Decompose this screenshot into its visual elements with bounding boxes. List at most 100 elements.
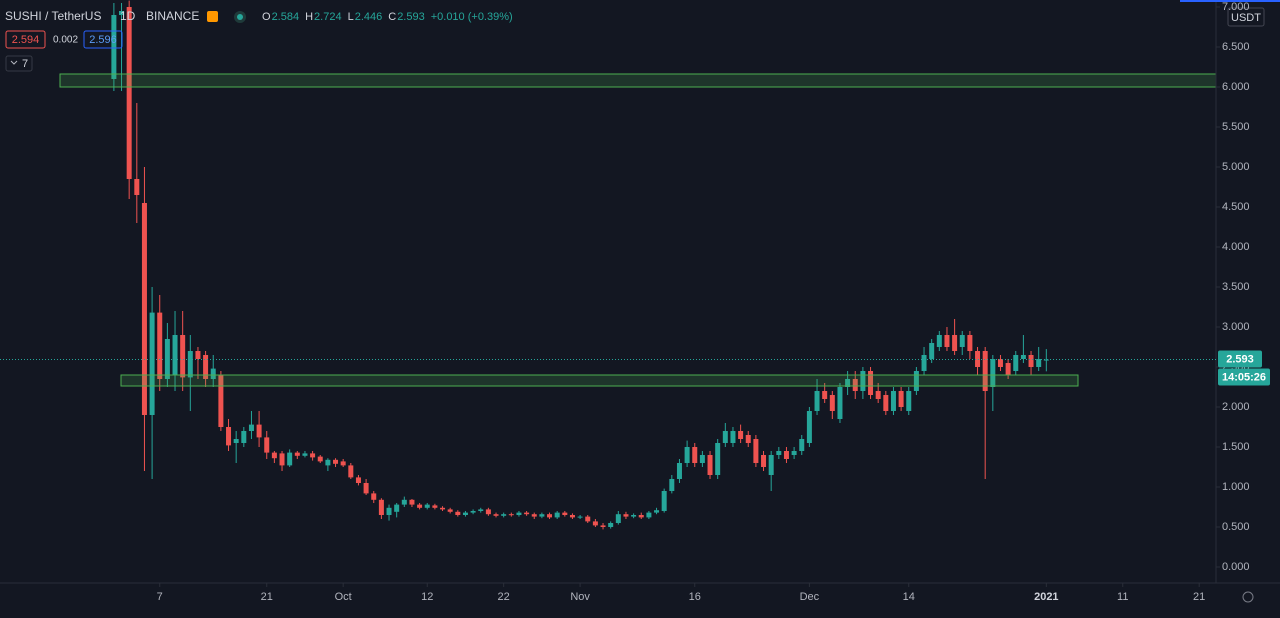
candle-body xyxy=(707,455,713,475)
candle-body xyxy=(699,455,705,463)
x-tick-label: 14 xyxy=(903,591,915,603)
y-tick-label: 4.500 xyxy=(1222,201,1250,213)
candle-body xyxy=(791,451,797,455)
currency: USDT xyxy=(1231,12,1261,24)
x-tick-label: 12 xyxy=(421,591,433,603)
candle-body xyxy=(745,435,751,443)
candle-body xyxy=(417,504,423,508)
candle-body xyxy=(684,447,690,463)
ask-box[interactable] xyxy=(83,30,123,49)
y-tick-label: 0.000 xyxy=(1222,561,1250,573)
last-price-tag xyxy=(1218,350,1262,368)
candle-body xyxy=(264,437,270,453)
candle-body xyxy=(409,499,415,505)
candle-body xyxy=(722,431,728,443)
candle-body xyxy=(432,505,438,508)
candle-body xyxy=(508,514,514,516)
candle-body xyxy=(852,379,858,391)
candle-body xyxy=(615,514,621,523)
candle-body xyxy=(631,515,637,517)
candle-body xyxy=(447,509,453,512)
candle-body xyxy=(638,515,644,518)
ohlc-value: 2.724 xyxy=(314,11,342,23)
candle-body xyxy=(1028,355,1034,367)
candle-body xyxy=(348,465,354,478)
candle-body xyxy=(141,203,147,415)
x-tick-label: Oct xyxy=(335,591,352,603)
candle-body xyxy=(654,510,660,513)
bid-box[interactable] xyxy=(5,30,46,49)
change: +0.010 (+0.39%) xyxy=(431,11,513,23)
ohlc-key: C xyxy=(388,11,396,23)
candle-body xyxy=(302,453,308,456)
candle-body xyxy=(829,395,835,411)
candle-body xyxy=(440,507,446,510)
candle-body xyxy=(157,312,163,379)
candle-body xyxy=(493,514,499,516)
candle-body xyxy=(287,452,293,466)
candle-body xyxy=(317,456,323,462)
candle-body xyxy=(806,411,812,443)
candle-body xyxy=(776,451,782,455)
candle-body xyxy=(462,512,468,515)
candle-body xyxy=(470,511,476,513)
candle-body xyxy=(661,491,667,511)
candle-body xyxy=(569,515,575,518)
currency-box xyxy=(1227,7,1265,27)
x-tick-label: 16 xyxy=(689,591,701,603)
candle-body xyxy=(363,483,369,494)
y-tick-label: 5.500 xyxy=(1222,121,1250,133)
candle-body xyxy=(944,335,950,347)
y-tick-label: 5.000 xyxy=(1222,161,1250,173)
candle-body xyxy=(394,504,400,512)
x-tick-label: 11 xyxy=(1117,591,1128,603)
candle-body xyxy=(424,504,430,508)
candle-body xyxy=(233,439,239,443)
candle-body xyxy=(325,459,331,466)
candle-body xyxy=(975,351,981,367)
candle-body xyxy=(585,516,591,522)
candle-body xyxy=(608,523,614,527)
candle-body xyxy=(600,525,606,527)
candle-body xyxy=(203,355,209,379)
candle-body xyxy=(921,355,927,371)
settings-icon[interactable] xyxy=(1242,591,1254,603)
exchange: BINANCE xyxy=(146,9,199,23)
candle-body xyxy=(386,507,392,515)
candle-body xyxy=(738,431,744,439)
candle-body xyxy=(218,375,224,427)
candle-body xyxy=(310,453,316,458)
ohlc-value: 2.593 xyxy=(397,11,425,23)
candle-body xyxy=(226,427,232,446)
indicators-toggle[interactable] xyxy=(5,55,33,72)
candle-body xyxy=(936,335,942,347)
candle-body xyxy=(539,514,545,517)
interval: 1D xyxy=(120,9,136,23)
top-accent xyxy=(1180,0,1280,2)
candle-body xyxy=(1036,359,1042,367)
y-tick-label: 1.500 xyxy=(1222,441,1250,453)
countdown-tag xyxy=(1218,368,1270,386)
candle-body xyxy=(256,424,262,438)
candle-body xyxy=(371,493,377,500)
candle-body xyxy=(868,371,874,395)
candle-body xyxy=(1020,355,1026,359)
candle-body xyxy=(646,512,652,518)
candle-body xyxy=(554,512,560,518)
ohlc-legend: O 2.584 H 2.724 L 2.446 C 2.593 +0.010 (+0.39%) xyxy=(262,11,513,23)
y-tick-label: 1.000 xyxy=(1222,481,1250,493)
candle-body xyxy=(149,312,155,415)
candle-body xyxy=(952,335,958,351)
candle-body xyxy=(210,368,216,379)
candle-body xyxy=(799,439,805,451)
candle-body xyxy=(967,335,973,351)
candle-body xyxy=(1043,359,1049,361)
candle-body xyxy=(669,479,675,491)
candle-body xyxy=(562,512,568,515)
candle-body xyxy=(248,424,254,431)
candle-body xyxy=(906,391,912,411)
alert-icon[interactable] xyxy=(207,11,218,22)
candle-body xyxy=(715,443,721,475)
y-tick-label: 2.000 xyxy=(1222,401,1250,413)
